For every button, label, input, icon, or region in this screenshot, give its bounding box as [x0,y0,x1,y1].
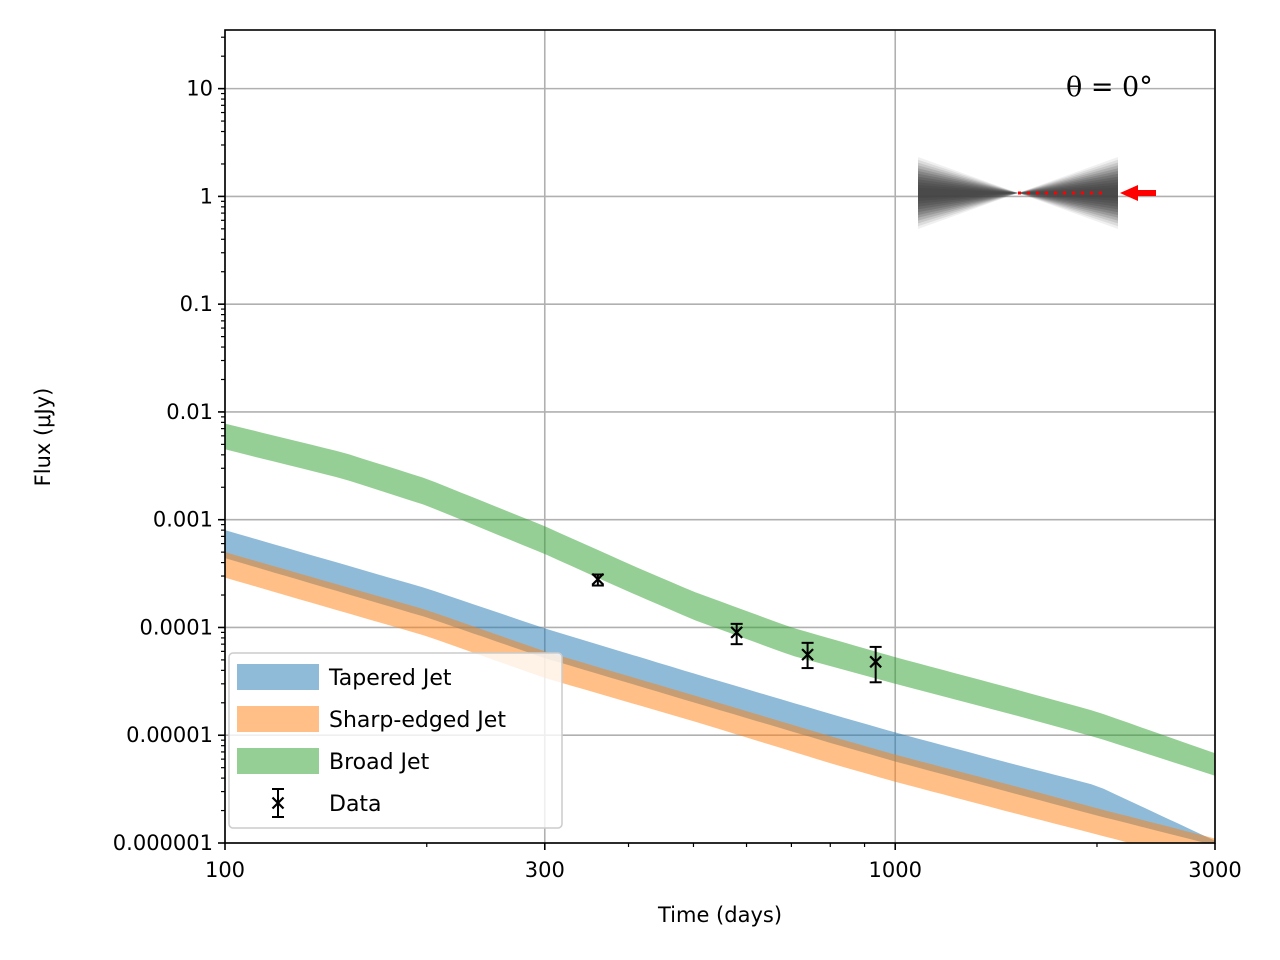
axes: 10 1 0.1 0.01 0.001 0.0001 0.00001 0.000001 100 3… [113,29,1242,882]
x-tick-label-1: 300 [525,858,565,882]
band-tapered-jet [225,530,1215,843]
jet-cone-left-2 [918,162,1018,224]
jet-cone-left-5 [918,171,1018,215]
y-tick-label-4: 0.001 [153,508,213,532]
legend-label-broad-jet: Broad Jet [329,750,430,775]
jet-inset [918,157,1156,229]
legend-swatch-sharp-edged-jet [237,706,319,732]
jet-cone-left-6 [918,173,1018,213]
data-point-1 [730,622,743,646]
legend-box [228,652,563,829]
y-axis-label: Flux (μJy) [31,388,55,487]
x-tick-label-0: 100 [205,858,245,882]
jet-cone-right-1 [1018,159,1118,227]
jet-cone-left-10 [918,185,1018,201]
jet-cone-left-0 [918,157,1018,229]
jet-cone-right-2 [1018,162,1118,224]
jet-cone-right-4 [1018,168,1118,218]
x-tick-label-2: 1000 [868,858,921,882]
jet-cone-left-8 [918,179,1018,207]
y-tick-label-1: 1 [200,184,213,208]
jet-cone-left-3 [918,165,1018,221]
data-points [591,572,882,684]
y-tick-label-2: 0.1 [180,292,213,316]
band-sharp-edged-jet [225,552,1215,843]
x-axis-label: Time (days) [657,903,782,927]
y-tick-label-6: 0.00001 [126,723,213,747]
legend-label-sharp-edged-jet: Sharp-edged Jet [329,708,506,733]
jet-cone-right-6 [1018,173,1118,213]
y-tick-label-0: 10 [186,77,213,101]
jet-cone-right-7 [1018,176,1118,210]
data-point-2 [801,641,814,670]
jet-cone-right-3 [1018,165,1118,221]
jet-cone-left-9 [918,182,1018,204]
legend: Tapered Jet Sharp-edged Jet Broad Jet Data [228,652,563,829]
jet-cone-right-0 [1018,157,1118,229]
y-tick-label-3: 0.01 [166,400,213,424]
legend-label-data: Data [329,792,382,817]
jet-cone-right-8 [1018,179,1118,207]
band-broad-jet [225,423,1215,776]
legend-swatch-data [271,788,285,818]
jet-cone-right-9 [1018,182,1118,204]
observer-arrow-icon [1120,185,1156,201]
jet-cone-right-10 [1018,185,1118,201]
jet-cone-left-11 [918,187,1018,199]
legend-swatch-tapered-jet [237,664,319,690]
plot-frame [224,29,1216,844]
y-tick-label-5: 0.0001 [140,615,213,639]
jet-cone-right-11 [1018,187,1118,199]
series-bands [225,423,1215,843]
jet-cone-right-5 [1018,171,1118,215]
jet-cone-left-7 [918,176,1018,210]
y-tick-label-7: 0.000001 [113,831,213,855]
legend-label-tapered-jet: Tapered Jet [328,666,452,691]
data-point-3 [869,645,882,684]
jet-cone-left-4 [918,168,1018,218]
legend-swatch-broad-jet [237,748,319,774]
x-tick-label-3: 3000 [1188,858,1241,882]
data-point-0 [591,572,605,587]
angle-annotation: θ = 0° [1066,72,1153,103]
jet-cone-left-1 [918,159,1018,227]
